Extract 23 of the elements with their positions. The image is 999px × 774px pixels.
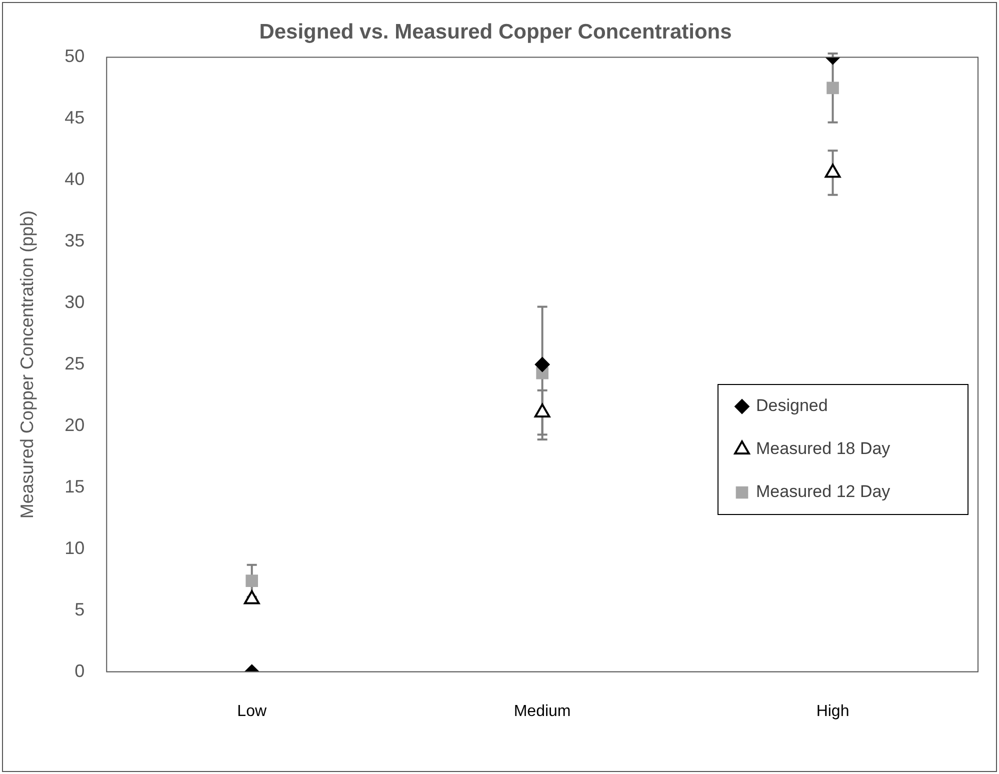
y-tick-label: 40 bbox=[64, 169, 85, 190]
y-tick-label: 45 bbox=[64, 108, 85, 128]
y-tick-label: 20 bbox=[64, 414, 85, 435]
x-tick-label: High bbox=[816, 702, 850, 720]
x-tick-label: Low bbox=[237, 702, 267, 720]
y-tick-label: 30 bbox=[64, 292, 85, 312]
y-tick-label: 25 bbox=[64, 353, 85, 374]
y-tick-label: 0 bbox=[74, 660, 85, 681]
y-tick-label: 15 bbox=[64, 476, 85, 496]
chart-title: Designed vs. Measured Copper Concentrations bbox=[259, 20, 732, 44]
point bbox=[244, 590, 260, 604]
point bbox=[826, 82, 839, 94]
x-tick-label: Medium bbox=[514, 702, 571, 720]
y-tick-label: 5 bbox=[74, 599, 85, 620]
point bbox=[534, 357, 550, 372]
legend-label: Designed bbox=[756, 396, 828, 416]
legend-label: Measured 18 Day bbox=[756, 439, 891, 458]
y-axis-title: Measured Copper Concentration (ppb) bbox=[16, 210, 37, 519]
point bbox=[534, 403, 550, 418]
y-tick-label: 35 bbox=[64, 230, 85, 251]
y-tick-label: 10 bbox=[64, 538, 85, 558]
y-tick-label: 50 bbox=[64, 46, 85, 66]
legend-label: Measured 12 Day bbox=[756, 482, 891, 502]
